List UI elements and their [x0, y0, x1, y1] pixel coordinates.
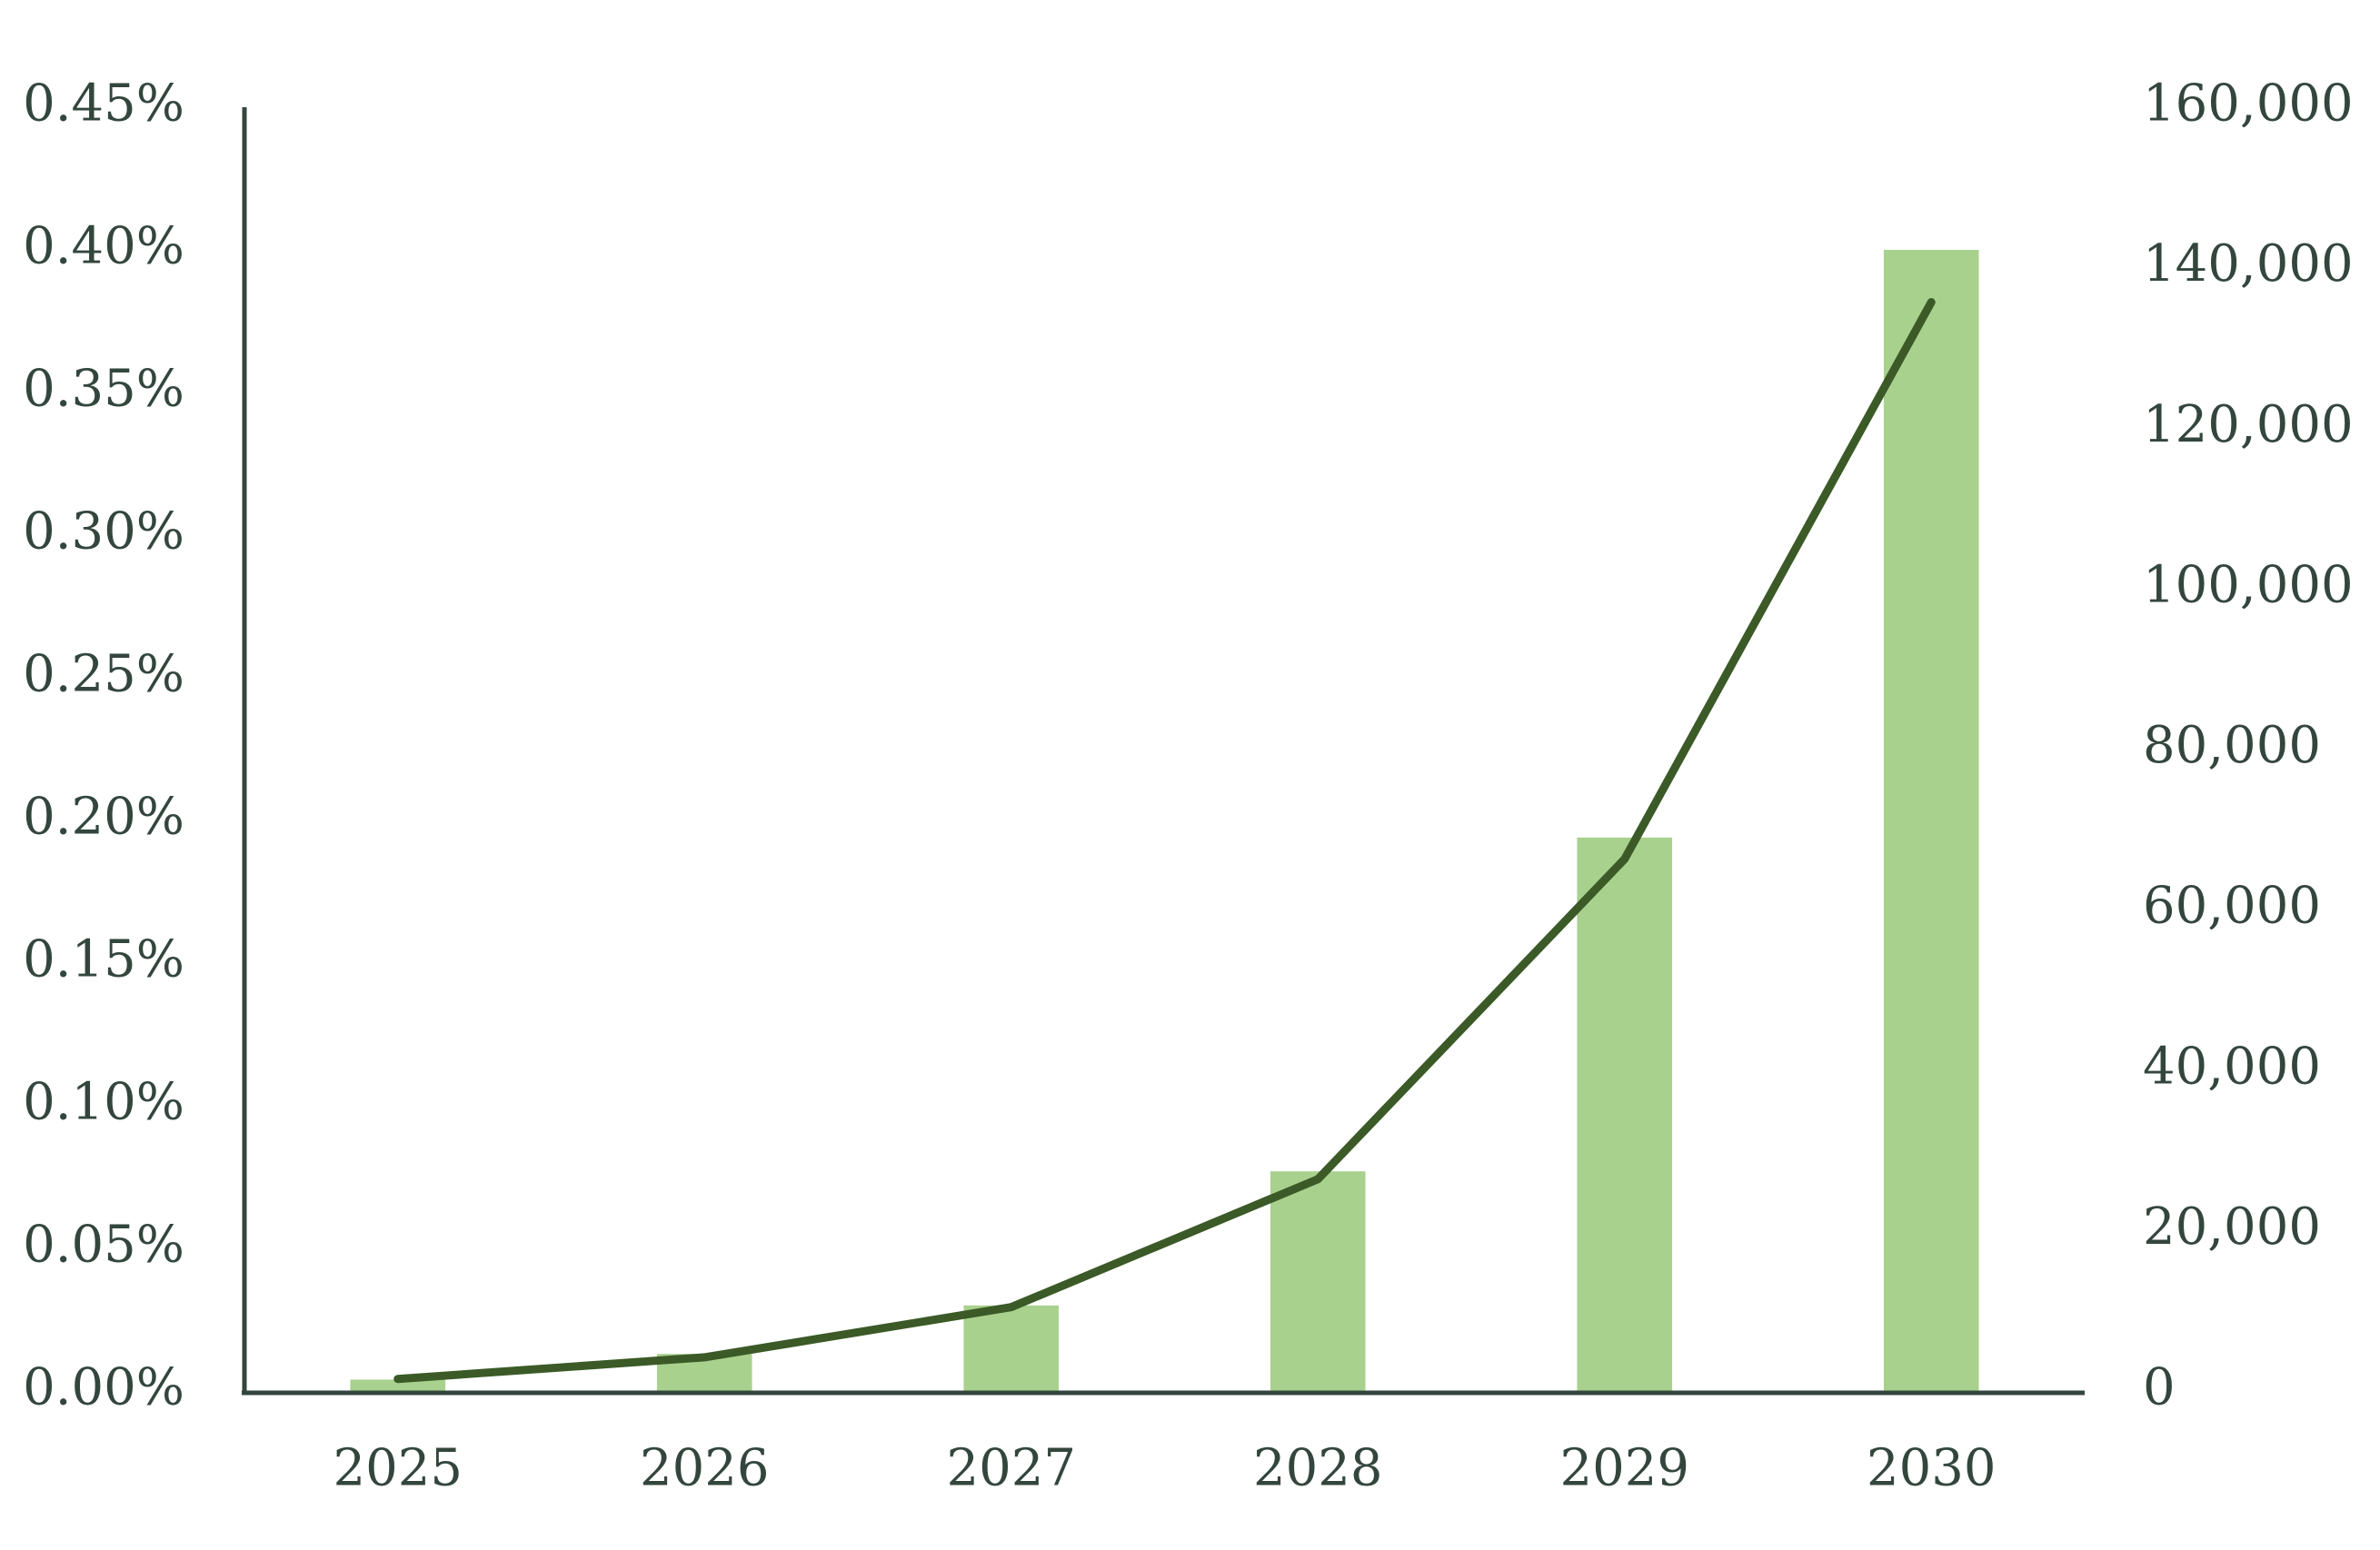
- y-tick-label: 0.40%: [23, 217, 184, 276]
- y-tick-label: 0.15%: [23, 930, 184, 989]
- y-tick-label: 0.30%: [23, 502, 184, 561]
- y2-tick-label: 20,000: [2143, 1197, 2321, 1257]
- x-tick-label: 2025: [333, 1439, 463, 1498]
- line: [393, 298, 1936, 1384]
- x-tick-label: 2028: [1253, 1439, 1383, 1498]
- y-tick-label: 0.05%: [23, 1216, 184, 1275]
- y-tick-label: 0.00%: [23, 1358, 184, 1417]
- bar: [1577, 837, 1673, 1391]
- x-tick-label: 2030: [1867, 1439, 1997, 1498]
- y-tick-label: 0.10%: [23, 1073, 184, 1132]
- bar: [1270, 1171, 1366, 1391]
- y2-tick-label: 60,000: [2143, 877, 2321, 936]
- bar: [350, 1379, 446, 1391]
- y2-tick-label: 100,000: [2143, 555, 2354, 614]
- y-tick-label: 0.20%: [23, 788, 184, 847]
- y-tick-label: 0.35%: [23, 360, 184, 419]
- bar: [963, 1305, 1060, 1391]
- y2-tick-label: 120,000: [2143, 395, 2354, 454]
- y2-tick-label: 0: [2143, 1358, 2176, 1417]
- y-tick-label: 0.45%: [23, 75, 184, 134]
- x-tick-label: 2026: [640, 1439, 770, 1498]
- y-tick-label: 0.25%: [23, 645, 184, 704]
- y2-tick-label: 140,000: [2143, 234, 2354, 293]
- x-tick-label: 2027: [946, 1439, 1076, 1498]
- x-tick-label: 2029: [1559, 1439, 1689, 1498]
- y2-tick-label: 160,000: [2143, 75, 2354, 134]
- y2-tick-label: 80,000: [2143, 716, 2321, 775]
- y2-tick-label: 40,000: [2143, 1037, 2321, 1096]
- bar: [1883, 250, 1979, 1391]
